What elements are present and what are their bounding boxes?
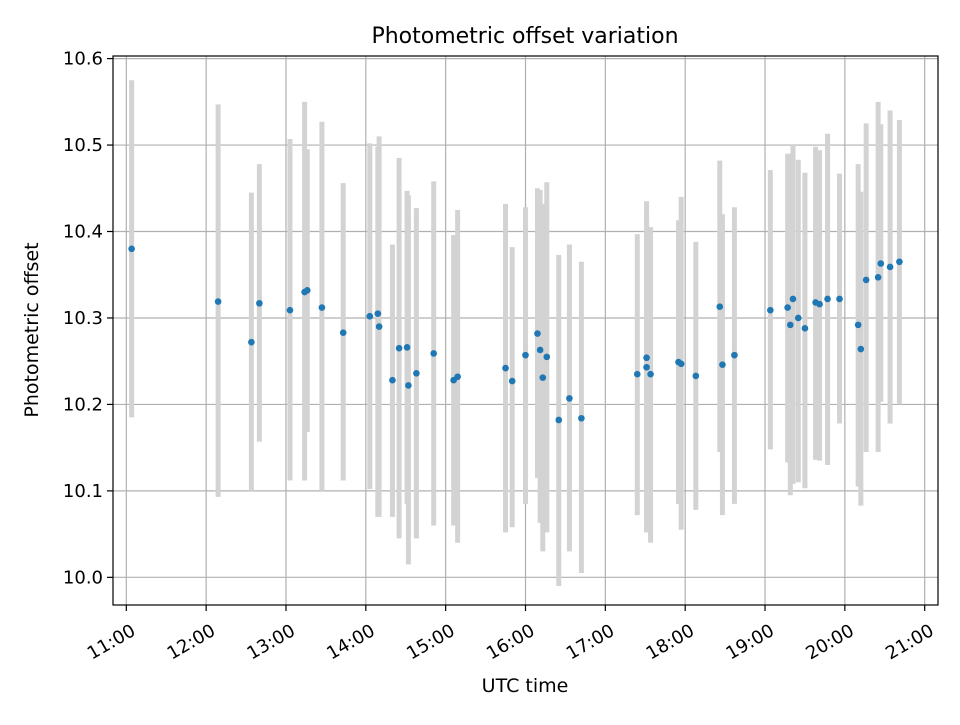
- data-point: [405, 382, 412, 389]
- data-point: [854, 321, 862, 329]
- data-point: [375, 323, 383, 330]
- data-point: [508, 377, 516, 385]
- y-tick-label: 10.2: [63, 394, 103, 415]
- data-point: [816, 300, 823, 308]
- data-point: [214, 298, 222, 305]
- data-point: [786, 321, 794, 329]
- data-point: [454, 373, 461, 381]
- data-point: [522, 351, 529, 359]
- data-point: [716, 303, 724, 311]
- data-point: [731, 351, 738, 359]
- data-point: [502, 364, 509, 372]
- data-point: [248, 338, 255, 346]
- x-axis-label: UTC time: [482, 675, 569, 697]
- data-point: [719, 361, 726, 368]
- data-point: [256, 299, 263, 307]
- data-point: [643, 363, 650, 371]
- data-point: [286, 306, 294, 314]
- data-point: [789, 295, 797, 303]
- data-point: [128, 245, 135, 253]
- data-point: [339, 329, 347, 336]
- data-point: [857, 345, 865, 353]
- data-point: [539, 374, 547, 381]
- data-point: [374, 310, 382, 317]
- data-point: [578, 414, 585, 422]
- x-tick-label: 17:00: [563, 620, 618, 664]
- data-point: [303, 286, 311, 294]
- x-tick-label: 13:00: [243, 620, 298, 664]
- data-point: [543, 353, 551, 361]
- y-tick-label: 10.0: [63, 567, 103, 588]
- data-point: [677, 360, 685, 368]
- data-point: [886, 263, 894, 271]
- data-point: [318, 304, 326, 311]
- data-point: [767, 306, 774, 314]
- y-tick-label: 10.1: [63, 481, 103, 502]
- data-point: [430, 350, 437, 357]
- x-tick-label: 15:00: [403, 620, 458, 664]
- data-point: [536, 346, 544, 354]
- data-point: [366, 312, 374, 320]
- x-tick-label: 20:00: [802, 620, 857, 664]
- y-tick-label: 10.4: [63, 222, 103, 243]
- data-point: [836, 295, 843, 303]
- data-point: [896, 258, 903, 266]
- y-axis-ticks: 10.0 10.1 10.2 10.3 10.4 10.5 10.6: [63, 49, 113, 588]
- y-tick-label: 10.3: [63, 308, 103, 329]
- x-tick-label: 12:00: [164, 620, 219, 664]
- data-point: [643, 354, 650, 362]
- data-point: [801, 325, 809, 332]
- data-point: [395, 344, 403, 352]
- data-point: [874, 274, 882, 281]
- data-point: [555, 416, 563, 424]
- x-axis-ticks: 11:00 12:00 13:00 14:00 15:00 16:00 17:00 18:00…: [84, 605, 938, 664]
- x-tick-label: 11:00: [84, 620, 139, 664]
- data-point: [862, 276, 870, 284]
- data-point: [534, 330, 541, 337]
- data-point: [647, 370, 654, 378]
- data-point: [877, 260, 885, 267]
- data-points: [128, 245, 903, 424]
- x-tick-label: 21:00: [882, 620, 937, 664]
- x-tick-label: 16:00: [483, 620, 538, 664]
- y-axis-label: Photometric offset: [21, 242, 43, 417]
- data-point: [824, 295, 831, 303]
- y-tick-label: 10.5: [63, 135, 103, 156]
- data-point: [692, 372, 700, 380]
- data-point: [633, 370, 641, 378]
- y-tick-label: 10.6: [63, 49, 103, 70]
- x-tick-label: 14:00: [323, 620, 378, 664]
- x-tick-label: 19:00: [722, 620, 777, 664]
- data-point: [389, 376, 396, 384]
- data-point: [566, 395, 573, 402]
- data-point: [794, 314, 802, 322]
- chart-title: Photometric offset variation: [371, 24, 678, 49]
- x-tick-label: 18:00: [643, 620, 698, 664]
- data-point: [403, 344, 411, 351]
- data-point: [413, 369, 420, 377]
- data-point: [784, 304, 791, 311]
